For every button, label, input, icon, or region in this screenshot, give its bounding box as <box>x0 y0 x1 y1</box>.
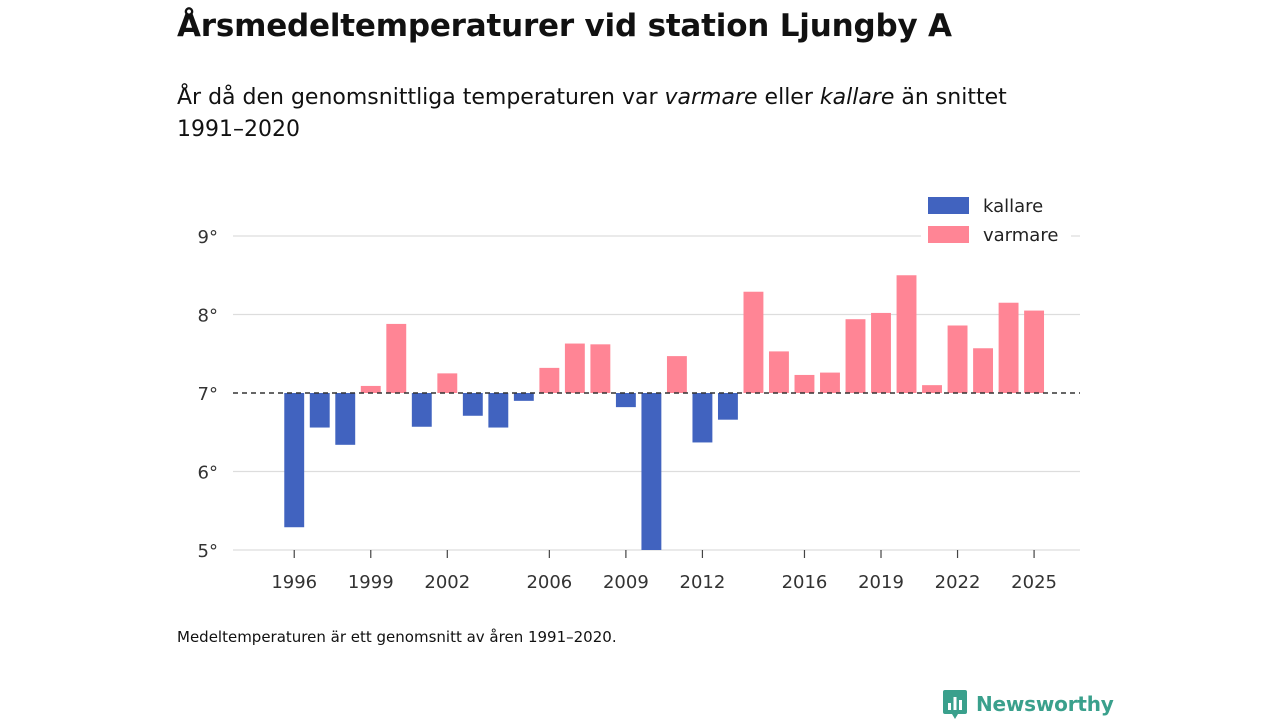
brand-name: Newsworthy <box>976 692 1114 716</box>
bar-warm-2006[interactable] <box>539 367 560 393</box>
x-tick-label: 2009 <box>603 572 649 593</box>
gridlines: 5° 6° 7° 8° 9° <box>198 227 1080 562</box>
x-axis: 1996 1999 2002 2006 2009 2012 2016 2019 2022 2025 <box>271 550 1057 593</box>
bar-warm-2007[interactable] <box>564 343 585 393</box>
bar-cold-2001[interactable] <box>411 393 432 427</box>
bar-cold-2003[interactable] <box>462 393 483 416</box>
bar-warm-2017[interactable] <box>820 372 840 393</box>
bar-warm-2014[interactable] <box>743 291 764 393</box>
bar-warm-2024[interactable] <box>998 302 1019 393</box>
x-tick-label: 2025 <box>1011 572 1057 593</box>
bar-cold-2012[interactable] <box>692 393 713 443</box>
bar-cold-2004[interactable] <box>488 393 509 428</box>
subtitle-part-2: eller <box>757 85 820 110</box>
subtitle-cold-word: kallare <box>819 85 895 110</box>
subtitle-part-3: än snittet 1991–2020 <box>177 85 1007 142</box>
bar-cold-1996[interactable] <box>284 393 305 528</box>
x-tick-label: 2002 <box>424 572 470 593</box>
bars <box>284 275 1045 550</box>
y-tick-label: 7° <box>198 384 218 405</box>
bar-cold-2013[interactable] <box>717 393 738 420</box>
x-tick-label: 1999 <box>348 572 394 593</box>
bar-warm-2021[interactable] <box>922 385 942 393</box>
bar-warm-2002[interactable] <box>437 373 458 393</box>
legend-label-warm: varmare <box>983 225 1058 246</box>
bar-warm-2019[interactable] <box>871 312 891 393</box>
bar-warm-2015[interactable] <box>769 351 789 393</box>
bar-cold-2010[interactable] <box>641 393 662 550</box>
bar-warm-2022[interactable] <box>947 325 968 393</box>
subtitle-warm-word: varmare <box>664 85 758 110</box>
legend-swatch-cold <box>928 197 969 214</box>
bar-cold-1998[interactable] <box>335 393 356 445</box>
bar-warm-2018[interactable] <box>845 319 866 393</box>
bar-warm-2023[interactable] <box>973 348 994 393</box>
x-tick-label: 2022 <box>935 572 981 593</box>
bar-cold-2005[interactable] <box>513 393 534 401</box>
subtitle-part-1: År då den genomsnittliga temperaturen va… <box>177 85 665 110</box>
bar-warm-1999[interactable] <box>360 385 381 393</box>
bar-warm-2008[interactable] <box>590 344 611 393</box>
newsworthy-logo[interactable]: Newsworthy <box>942 688 1114 720</box>
legend-swatch-warm <box>928 226 969 243</box>
bar-warm-2016[interactable] <box>794 374 815 393</box>
bar-cold-1997[interactable] <box>309 393 330 428</box>
legend-label-cold: kallare <box>983 196 1043 217</box>
bar-warm-2020[interactable] <box>896 275 917 393</box>
bar-warm-2011[interactable] <box>666 356 687 393</box>
page-title: Årsmedeltemperaturer vid station Ljungby… <box>177 8 952 44</box>
bar-warm-2025[interactable] <box>1024 310 1045 393</box>
x-tick-label: 2012 <box>680 572 726 593</box>
x-tick-label: 2016 <box>782 572 828 593</box>
footnote: Medeltemperaturen är ett genomsnitt av å… <box>177 628 617 646</box>
x-tick-label: 1996 <box>271 572 317 593</box>
newsworthy-chart-icon <box>943 690 967 719</box>
y-tick-label: 8° <box>198 306 218 327</box>
chart-subtitle: År då den genomsnittliga temperaturen va… <box>177 82 1057 146</box>
x-tick-label: 2019 <box>858 572 904 593</box>
legend[interactable]: kallare varmare <box>921 190 1071 248</box>
y-tick-label: 6° <box>198 463 218 484</box>
bar-warm-2000[interactable] <box>386 323 407 393</box>
y-tick-label: 5° <box>198 541 218 562</box>
y-tick-label: 9° <box>198 227 218 248</box>
bar-cold-2009[interactable] <box>615 393 636 408</box>
x-tick-label: 2006 <box>526 572 572 593</box>
